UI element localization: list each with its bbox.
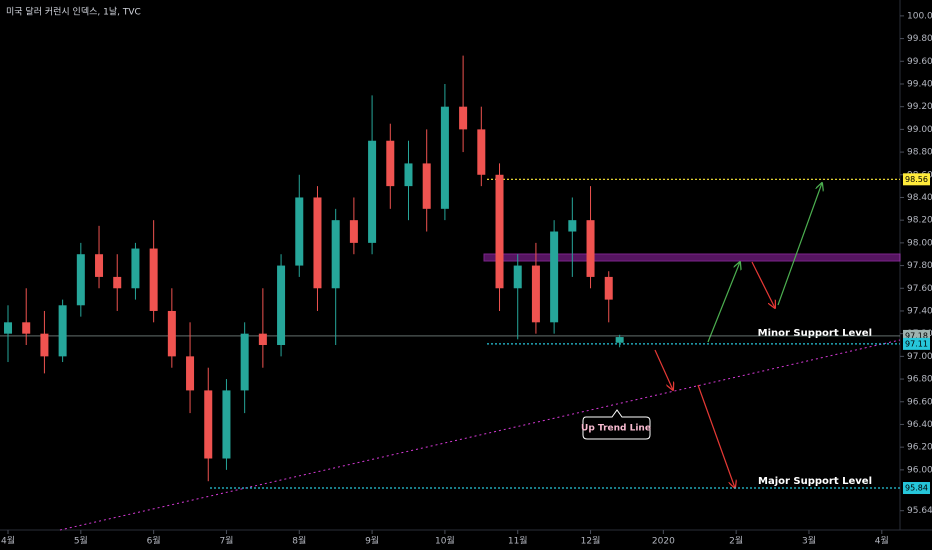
level-tag-label: 98.56 [905,175,928,184]
y-tick-label: 99.40 [907,79,932,89]
candle-body [58,305,67,357]
x-tick-label: 11월 [508,535,528,547]
candle-body [615,337,624,343]
candle-body [331,220,340,289]
arrow [751,261,775,308]
y-tick-label: 99.80 [907,34,932,44]
annotation: Up Trend Line [581,424,651,434]
candle-body [113,276,122,289]
x-tick-label: 4월 [875,535,889,547]
x-tick-label: 3월 [802,535,816,547]
y-tick-label: 95.64 [907,506,932,516]
candle-body [131,248,140,289]
candle-body [76,254,85,306]
level-tag-label: 95.84 [905,484,928,493]
y-tick-label: 99.60 [907,57,932,67]
x-tick-label: 2020 [652,537,675,547]
candle-body [568,220,577,232]
candle-body [513,265,522,289]
y-tick-label: 99.20 [907,102,932,112]
x-tick-label: 4월 [1,535,15,547]
candle-body [186,356,195,391]
arrow [654,349,673,390]
annotation: Major Support Level [758,476,872,487]
level-tag [903,337,930,350]
candle-body [531,265,540,323]
candle-body [386,140,395,187]
resistance-zone [483,253,901,262]
candle-body [277,265,286,346]
x-tick-label: 2월 [729,535,743,547]
candle-body [4,322,13,334]
arrow [697,384,735,488]
candle-body [440,106,449,209]
arrow [707,262,740,343]
x-tick-label: 5월 [74,535,88,547]
x-tick-label: 7월 [219,535,233,547]
candle-body [222,390,231,459]
y-tick-label: 98.20 [907,216,932,226]
level-tag-label: 97.18 [905,331,928,340]
candle-body [240,333,249,391]
y-tick-label: 96.60 [907,397,932,407]
candle-body [459,106,468,130]
candle-body [477,129,486,175]
arrow [777,183,822,306]
y-tick-label: 98.00 [907,238,932,248]
candle-body [258,333,267,346]
candle-body [349,220,358,243]
annotation: Minor Support Level [758,328,872,339]
y-tick-label: 96.80 [907,375,932,385]
chart-title: 미국 달러 커런시 인덱스, 1날, TVC [6,6,141,18]
candle-body [295,197,304,266]
y-tick-label: 97.40 [907,306,932,316]
callout-box [582,409,651,440]
projection-arrows [654,183,822,488]
y-tick-label: 96.00 [907,465,932,475]
candle-body [204,390,213,459]
y-tick-label: 97.00 [907,352,932,362]
candle-body [95,254,104,277]
level-tag [903,482,930,495]
y-tick-label: 97.80 [907,261,932,271]
candle-body [604,276,613,300]
x-tick-label: 12월 [581,535,601,547]
y-tick-label: 96.20 [907,443,932,453]
x-tick-label: 6월 [147,535,161,547]
candle-body [313,197,322,289]
x-tick-label: 10월 [435,535,455,547]
candle-body [422,163,431,209]
level-tag [903,173,930,186]
y-tick-label: 98.40 [907,193,932,203]
candle-body [22,322,31,334]
y-tick-label: 96.40 [907,420,932,430]
level-tag-label: 97.11 [905,339,928,348]
y-tick-label: 99.00 [907,125,932,135]
up-trend-line [59,339,901,531]
x-tick-label: 9월 [365,535,379,547]
y-tick-label: 100.00 [907,11,932,21]
y-tick-label: 98.80 [907,148,932,158]
candle-body [149,248,158,311]
candle-body [550,231,559,323]
x-tick-label: 8월 [292,535,306,547]
candle-body [167,310,176,357]
candle-body [495,174,504,289]
candle-body [586,220,595,277]
candle-body [40,333,49,357]
candle-body [404,163,413,187]
candle-body [368,140,377,243]
y-tick-label: 97.60 [907,284,932,294]
